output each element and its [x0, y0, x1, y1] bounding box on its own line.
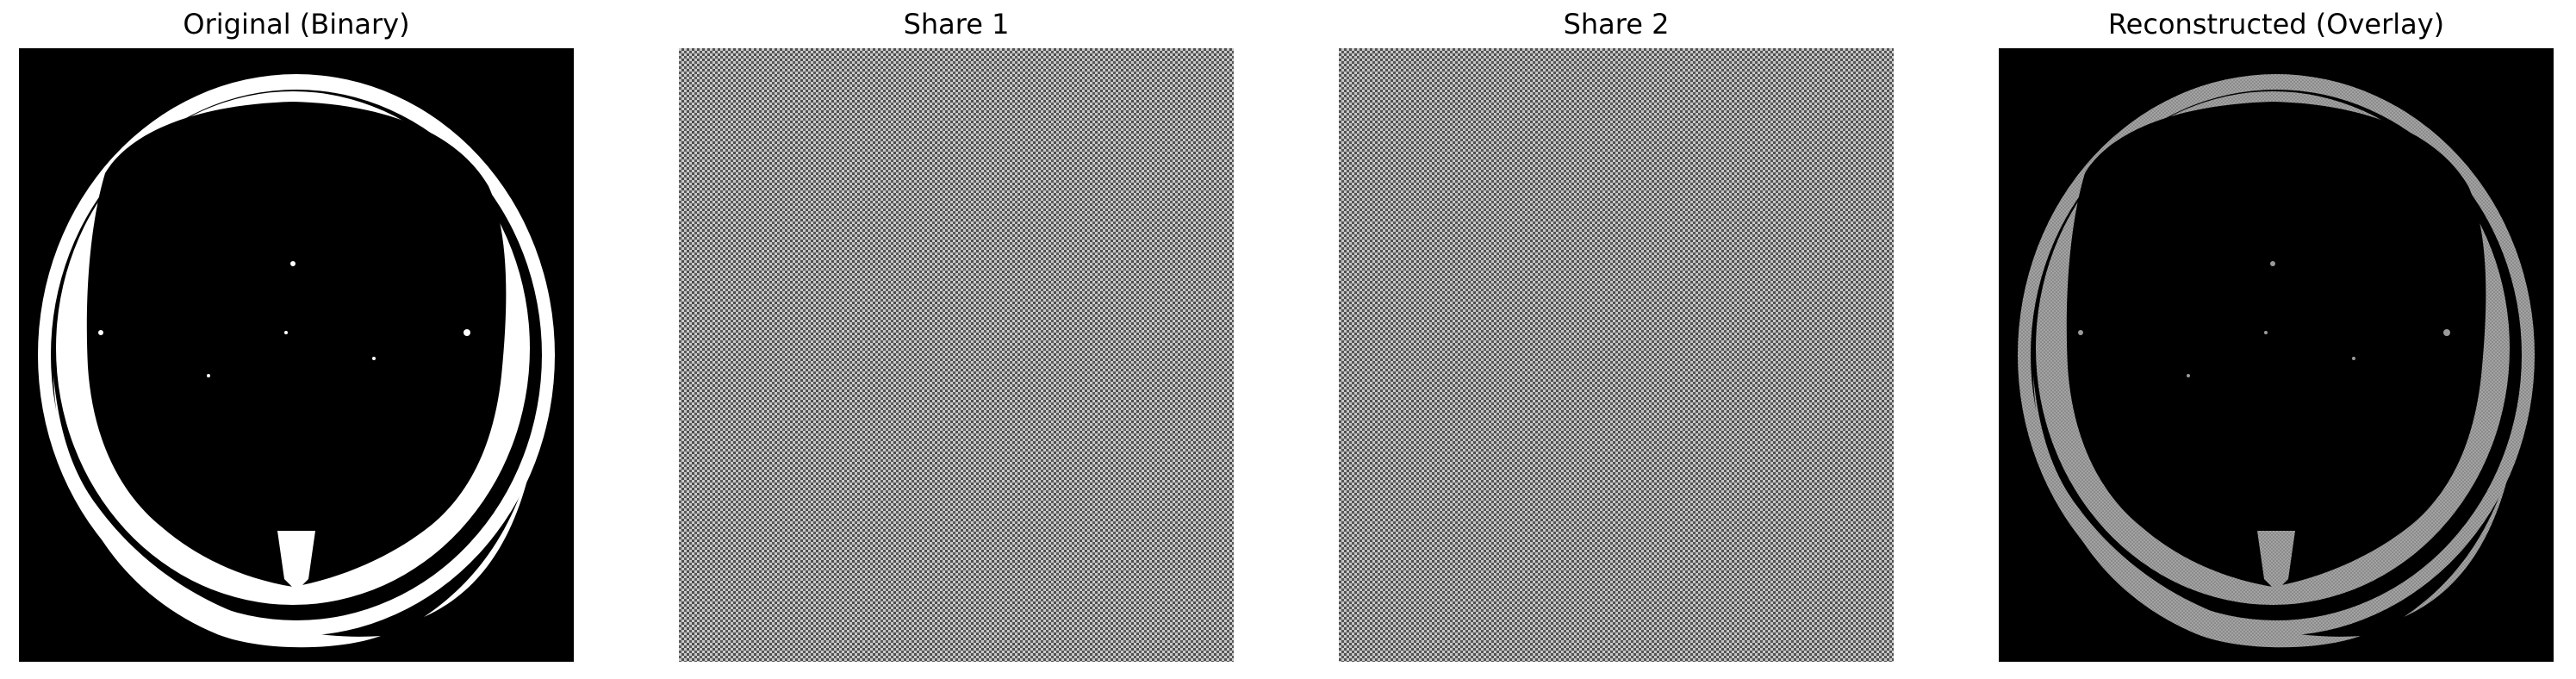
reconstructed-overlay-image	[1999, 48, 2554, 662]
share-1-noise-image	[679, 48, 1234, 662]
share-2-noise-image	[1339, 48, 1894, 662]
panel-share-2: Share 2	[1339, 0, 1894, 679]
panel-title-share-2: Share 2	[1563, 8, 1670, 40]
panel-original-binary: Original (Binary)	[19, 0, 574, 679]
panel-title-reconstructed: Reconstructed (Overlay)	[2107, 8, 2445, 40]
panel-share-1: Share 1	[679, 0, 1234, 679]
panel-reconstructed-overlay: Reconstructed (Overlay)	[1999, 0, 2554, 679]
original-binary-image	[19, 48, 574, 662]
panel-title-share-1: Share 1	[903, 8, 1010, 40]
panel-title-original: Original (Binary)	[183, 8, 410, 40]
